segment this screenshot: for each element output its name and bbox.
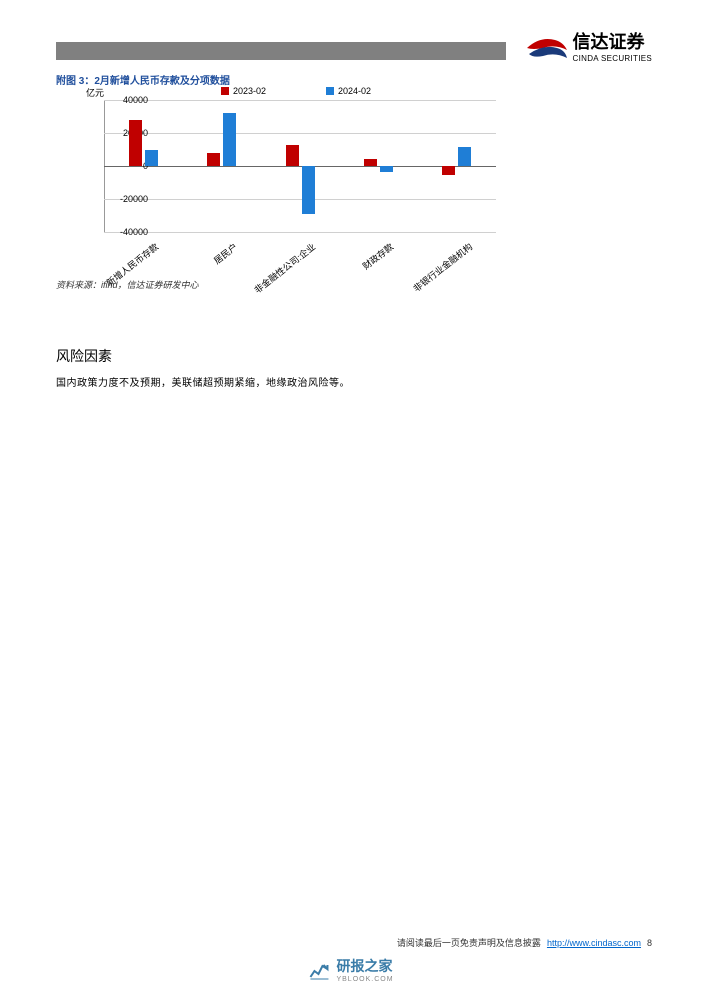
bar-2024 xyxy=(380,166,393,172)
bar-2024 xyxy=(458,147,471,166)
bar-2023 xyxy=(442,166,455,175)
chart-legend: 2023-02 2024-02 xyxy=(221,86,371,96)
gridline xyxy=(104,133,496,134)
legend-label: 2024-02 xyxy=(338,86,371,96)
legend-item: 2023-02 xyxy=(221,86,266,96)
page-footer: 请阅读最后一页免责声明及信息披露 http://www.cindasc.com … xyxy=(397,936,652,949)
legend-item: 2024-02 xyxy=(326,86,371,96)
gridline xyxy=(104,100,496,101)
y-tick-label: 40000 xyxy=(116,95,148,105)
x-tick-label: 居民户 xyxy=(161,240,240,306)
watermark-en: YBLOOK.COM xyxy=(336,976,393,983)
bar-2023 xyxy=(364,159,377,166)
footer-link[interactable]: http://www.cindasc.com xyxy=(547,938,641,948)
x-tick-label: 非金融性公司:企业 xyxy=(239,240,318,306)
bar-2024 xyxy=(223,113,236,166)
legend-label: 2023-02 xyxy=(233,86,266,96)
bar-2023 xyxy=(207,153,220,166)
deposit-chart: 亿元 2023-02 2024-02 -40000-20000020000400… xyxy=(56,88,496,268)
brand-logo: 信达证券 CINDA SECURITIES xyxy=(525,28,652,63)
gridline xyxy=(104,199,496,200)
cinda-swoosh-icon xyxy=(525,30,569,62)
logo-text-en: CINDA SECURITIES xyxy=(573,54,652,63)
header-bar xyxy=(56,42,506,60)
bar-2024 xyxy=(302,166,315,214)
bar-2024 xyxy=(145,150,158,166)
chart-title: 附图 3：2月新增人民币存款及分项数据 xyxy=(56,72,230,87)
watermark-cn: 研报之家 xyxy=(336,956,393,976)
section-title: 风险因素 xyxy=(56,346,112,366)
legend-box-2023 xyxy=(221,87,229,95)
bar-2023 xyxy=(286,145,299,166)
watermark: 研报之家 YBLOOK.COM xyxy=(308,956,393,983)
bar-2023 xyxy=(129,120,142,166)
x-tick-label: 财政存款 xyxy=(317,240,396,306)
page-number: 8 xyxy=(647,938,652,948)
logo-text-cn: 信达证券 xyxy=(573,28,652,54)
chart-source: 资料来源：ifind，信达证券研发中心 xyxy=(56,278,199,291)
y-tick-label: -40000 xyxy=(116,227,148,237)
legend-box-2024 xyxy=(326,87,334,95)
x-tick-label: 非银行业金融机构 xyxy=(396,240,475,306)
footer-disclaimer: 请阅读最后一页免责声明及信息披露 xyxy=(397,936,541,949)
y-tick-label: -20000 xyxy=(116,194,148,204)
gridline xyxy=(104,232,496,233)
yblook-icon xyxy=(308,959,330,981)
x-tick-label: 新增人民币存款 xyxy=(82,240,161,306)
y-axis-unit: 亿元 xyxy=(86,86,104,99)
gridline xyxy=(104,166,496,167)
risk-body-text: 国内政策力度不及预期，美联储超预期紧缩，地缘政治风险等。 xyxy=(56,374,350,389)
